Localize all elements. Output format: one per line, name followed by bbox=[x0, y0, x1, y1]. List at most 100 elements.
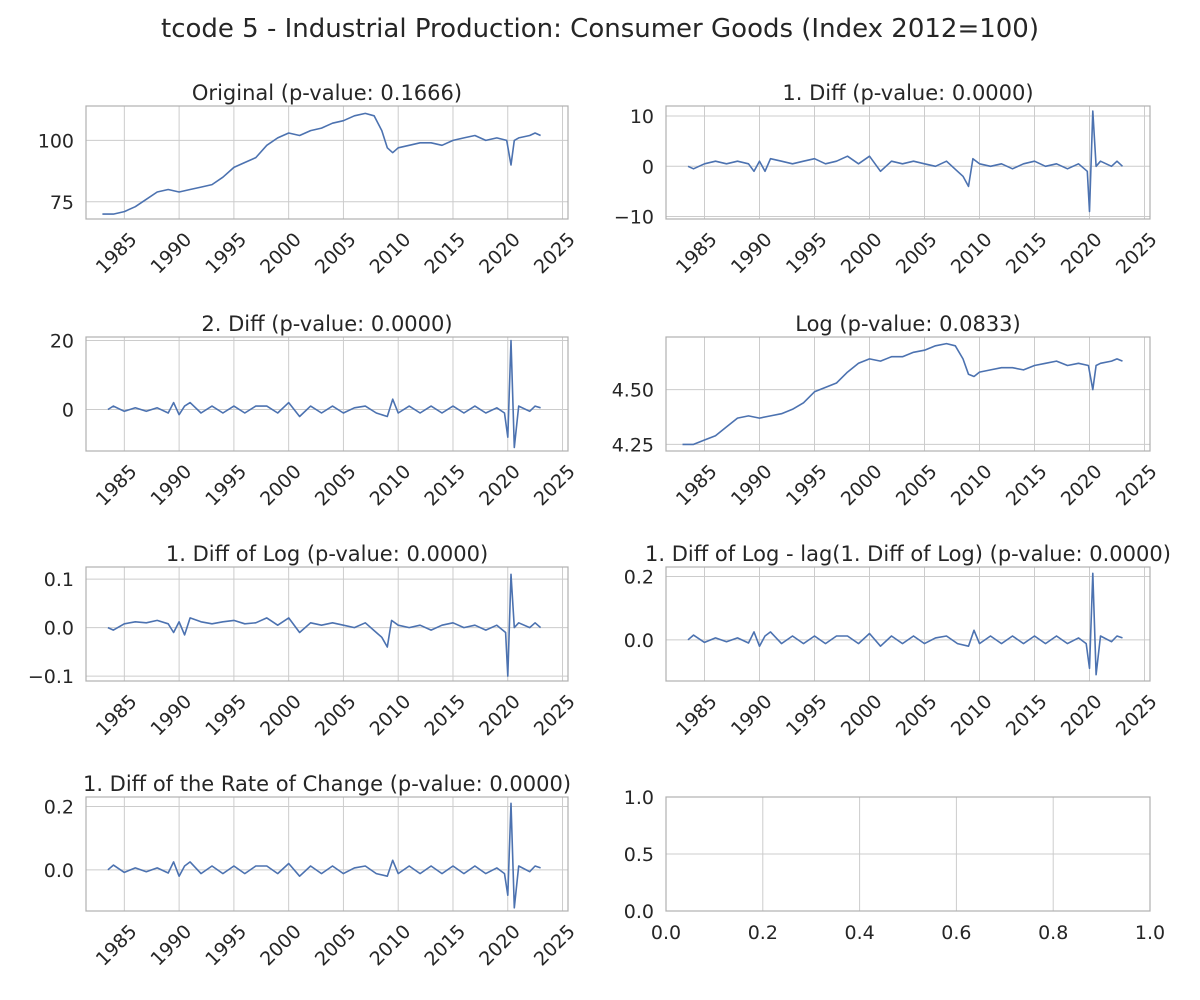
x-tick-label: 1995 bbox=[201, 461, 251, 511]
x-tick-label: 2015 bbox=[1002, 229, 1052, 279]
y-tick-label: 100 bbox=[38, 130, 74, 152]
x-tick-label: 2000 bbox=[256, 229, 306, 279]
x-tick-label: 0.6 bbox=[941, 922, 971, 944]
x-tick-label: 1.0 bbox=[1135, 922, 1165, 944]
x-tick-label: 1985 bbox=[672, 461, 722, 511]
x-tick-label: 1985 bbox=[672, 229, 722, 279]
y-tick-label: 0.0 bbox=[624, 901, 654, 923]
x-tick-label: 1995 bbox=[782, 461, 832, 511]
x-tick-label: 2015 bbox=[420, 691, 470, 741]
x-tick-label: 2000 bbox=[256, 691, 306, 741]
y-tick-label: 4.50 bbox=[612, 380, 654, 402]
x-tick-label: 2015 bbox=[420, 461, 470, 511]
subplot-title: Original (p-value: 0.1666) bbox=[192, 81, 462, 105]
subplot-2: 1. Diff (p-value: 0.0000) −10 0 10 1985 1990 1… bbox=[614, 81, 1162, 278]
x-tick-label: 0.8 bbox=[1038, 922, 1068, 944]
x-tick-label: 1995 bbox=[201, 691, 251, 741]
axes-frame bbox=[665, 566, 1151, 682]
series-line bbox=[107, 339, 541, 449]
x-tick-label: 2015 bbox=[1002, 461, 1052, 511]
x-tick-label: 2010 bbox=[947, 461, 997, 511]
x-tick-label: 2000 bbox=[837, 691, 887, 741]
axes-frame bbox=[85, 336, 569, 452]
y-tick-label: 0 bbox=[62, 400, 74, 422]
x-tick-label: 2005 bbox=[311, 461, 361, 511]
x-tick-label: 1990 bbox=[727, 691, 777, 741]
x-tick-label: 2005 bbox=[892, 461, 942, 511]
x-tick-label: 2010 bbox=[366, 229, 416, 279]
x-tick-label: 2015 bbox=[420, 229, 470, 279]
x-tick-label: 2005 bbox=[311, 691, 361, 741]
x-tick-label: 2010 bbox=[366, 691, 416, 741]
y-tick-label: 0.2 bbox=[44, 797, 74, 819]
x-tick-label: 2020 bbox=[475, 691, 525, 741]
x-tick-label: 2020 bbox=[475, 921, 525, 971]
subplot-8: 0.0 0.5 1.0 0.0 0.2 0.4 0.6 0.8 1.0 bbox=[624, 787, 1165, 944]
x-tick-label: 1995 bbox=[201, 229, 251, 279]
x-tick-label: 2015 bbox=[420, 921, 470, 971]
subplot-1: Original (p-value: 0.1666) 75 100 1985 1990 1… bbox=[38, 81, 580, 278]
x-tick-label: 1990 bbox=[147, 461, 197, 511]
subplot-5: 1. Diff of Log (p-value: 0.0000) −0.1 0.0 0… bbox=[28, 542, 580, 740]
x-tick-label: 2020 bbox=[1057, 461, 1107, 511]
x-tick-label: 2010 bbox=[366, 921, 416, 971]
x-tick-label: 2010 bbox=[366, 461, 416, 511]
x-tick-label: 2000 bbox=[256, 921, 306, 971]
x-tick-label: 2020 bbox=[475, 229, 525, 279]
x-tick-label: 1985 bbox=[92, 921, 142, 971]
x-tick-label: 2025 bbox=[530, 921, 580, 971]
subplot-3: 2. Diff (p-value: 0.0000) 0 20 1985 1990 1995… bbox=[50, 312, 580, 510]
x-tick-label: 2025 bbox=[1112, 229, 1162, 279]
x-tick-label: 1990 bbox=[727, 229, 777, 279]
x-tick-label: 2020 bbox=[475, 461, 525, 511]
x-tick-label: 2000 bbox=[837, 229, 887, 279]
x-tick-label: 1985 bbox=[672, 691, 722, 741]
y-tick-label: 0.5 bbox=[624, 844, 654, 866]
axes-frame bbox=[665, 336, 1151, 452]
x-tick-label: 2005 bbox=[892, 229, 942, 279]
subplot-title: 1. Diff of Log - lag(1. Diff of Log) (p-… bbox=[645, 542, 1171, 566]
x-tick-label: 1995 bbox=[201, 921, 251, 971]
subplot-6: 1. Diff of Log - lag(1. Diff of Log) (p-… bbox=[624, 542, 1171, 740]
x-tick-label: 0.4 bbox=[844, 922, 874, 944]
x-tick-label: 2025 bbox=[1112, 691, 1162, 741]
y-tick-label: −0.1 bbox=[28, 666, 74, 688]
y-tick-label: 4.25 bbox=[612, 434, 654, 456]
axes-frame bbox=[85, 566, 569, 682]
x-tick-label: 1995 bbox=[782, 691, 832, 741]
series-line bbox=[687, 572, 1123, 676]
subplot-title: 1. Diff (p-value: 0.0000) bbox=[782, 81, 1033, 105]
x-tick-label: 1985 bbox=[92, 691, 142, 741]
series-line bbox=[107, 573, 542, 677]
x-tick-label: 2005 bbox=[311, 921, 361, 971]
series-line bbox=[682, 342, 1123, 446]
y-tick-label: 0.0 bbox=[624, 630, 654, 652]
y-tick-label: 0.1 bbox=[44, 569, 74, 591]
figure-title: tcode 5 - Industrial Production: Consume… bbox=[161, 14, 1039, 44]
axes-frame bbox=[665, 796, 1151, 912]
axes-frame bbox=[85, 796, 569, 912]
x-tick-label: 2025 bbox=[530, 691, 580, 741]
series-line bbox=[102, 112, 541, 215]
y-tick-label: 0.0 bbox=[44, 860, 74, 882]
x-tick-label: 2005 bbox=[311, 229, 361, 279]
x-tick-label: 2025 bbox=[530, 461, 580, 511]
x-tick-label: 1995 bbox=[782, 229, 832, 279]
series-line bbox=[107, 802, 541, 909]
subplot-title: Log (p-value: 0.0833) bbox=[795, 312, 1021, 336]
x-tick-label: 0.0 bbox=[651, 922, 681, 944]
axes-frame bbox=[665, 105, 1151, 220]
x-tick-label: 1990 bbox=[147, 229, 197, 279]
subplot-title: 2. Diff (p-value: 0.0000) bbox=[201, 312, 452, 336]
x-tick-label: 2005 bbox=[892, 691, 942, 741]
subplot-title: 1. Diff of Log (p-value: 0.0000) bbox=[166, 542, 488, 566]
x-tick-label: 2000 bbox=[837, 461, 887, 511]
x-tick-label: 2025 bbox=[530, 229, 580, 279]
x-tick-label: 1990 bbox=[727, 461, 777, 511]
x-tick-label: 2020 bbox=[1057, 229, 1107, 279]
x-tick-label: 1990 bbox=[147, 691, 197, 741]
x-tick-label: 2010 bbox=[947, 691, 997, 741]
x-tick-label: 2020 bbox=[1057, 691, 1107, 741]
series-line bbox=[687, 110, 1124, 213]
